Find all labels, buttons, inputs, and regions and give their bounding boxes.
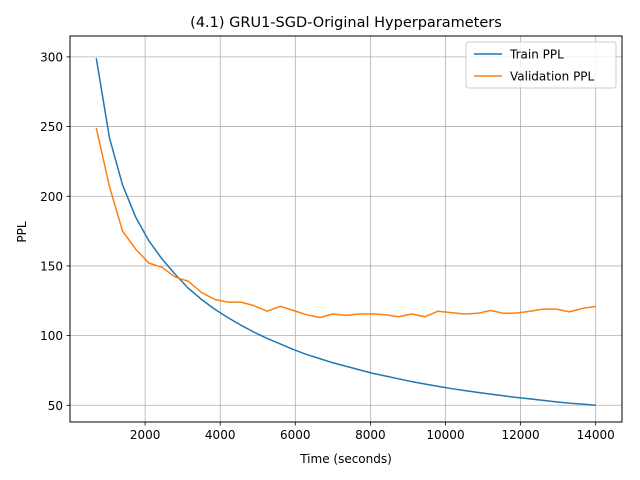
y-tick-label: 300 <box>40 50 63 64</box>
legend-label: Train PPL <box>509 48 564 62</box>
series-layer <box>95 58 596 407</box>
x-axis-label: Time (seconds) <box>299 452 392 466</box>
x-tick-label: 8000 <box>355 428 386 442</box>
chart-title: (4.1) GRU1-SGD-Original Hyperparameters <box>190 15 502 31</box>
x-tick-label: 6000 <box>280 428 311 442</box>
legend-box <box>465 41 617 89</box>
plot-frame <box>69 35 623 423</box>
y-tick-label: 250 <box>40 120 63 134</box>
y-tick-label: 150 <box>40 259 63 273</box>
x-tick-label: 4000 <box>205 428 236 442</box>
x-tick-label: 2000 <box>130 428 161 442</box>
x-tick-label: 12000 <box>502 428 540 442</box>
grid-lines <box>70 36 622 422</box>
y-axis-label: PPL <box>15 221 29 242</box>
y-tick-label: 100 <box>40 329 63 343</box>
series-line-validation-ppl <box>95 127 596 319</box>
y-tick-label: 200 <box>40 190 63 204</box>
x-tick-label: 10000 <box>426 428 464 442</box>
x-tick-label: 14000 <box>577 428 615 442</box>
axis-ticks: 2000 4000 6000 8000 10000 12000 14000 50 100 150 2… <box>40 50 615 442</box>
legend: Train PPL Validation PPL <box>465 41 617 89</box>
y-tick-label: 50 <box>48 399 63 413</box>
legend-label: Validation PPL <box>510 70 595 84</box>
